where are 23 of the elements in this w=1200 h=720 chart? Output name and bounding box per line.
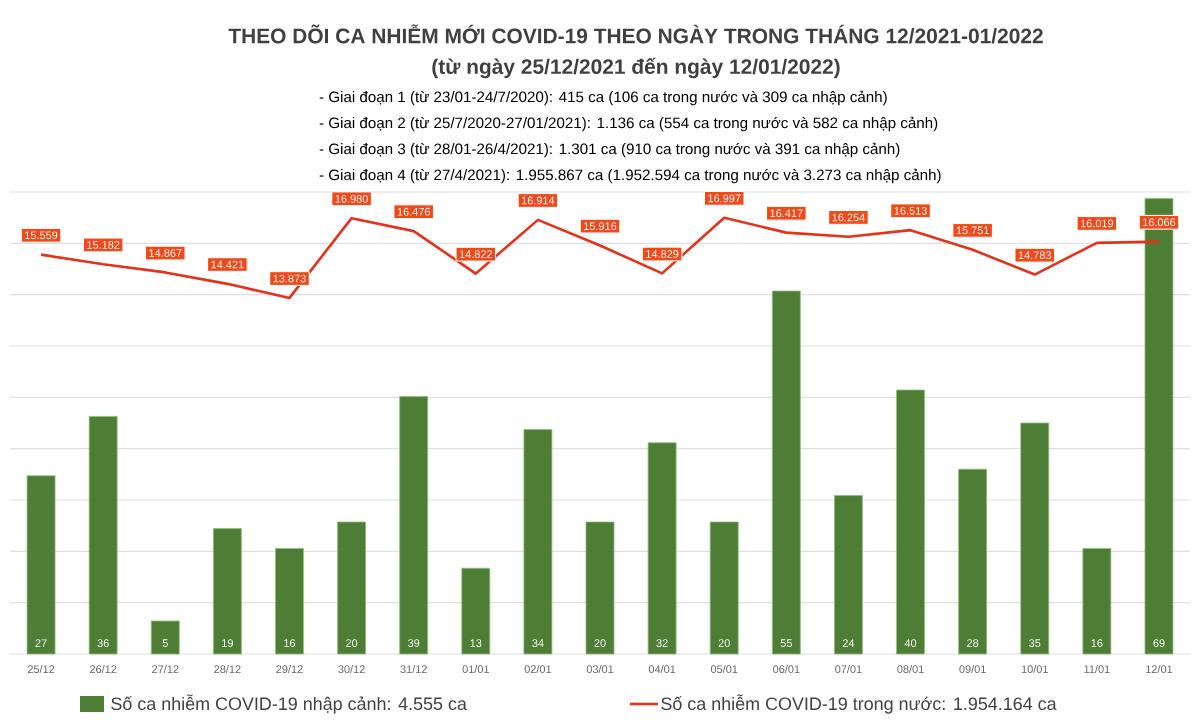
bar bbox=[399, 396, 429, 655]
bar bbox=[275, 548, 304, 655]
bar bbox=[647, 442, 677, 655]
legend-label: Số ca nhiễm COVID-19 nhập cảnh: 4.555 ca bbox=[111, 694, 467, 714]
bar bbox=[523, 429, 553, 655]
bar bbox=[1144, 198, 1174, 655]
bar bbox=[958, 468, 988, 655]
bar bbox=[461, 567, 491, 655]
bar bbox=[150, 620, 180, 655]
bar bbox=[212, 528, 242, 655]
bar bbox=[771, 290, 801, 655]
chart-title: THEO DÕI CA NHIỄM MỚI COVID-19 THEO NGÀY TRONG THÁNG 12/2021-01/2022 bbox=[228, 24, 1043, 44]
bar bbox=[88, 416, 118, 655]
bar bbox=[585, 521, 615, 655]
bar bbox=[337, 521, 366, 655]
bar bbox=[896, 389, 925, 655]
legend-label: Số ca nhiễm COVID-19 trong nước: 1.954.164 ca bbox=[661, 694, 1057, 714]
bar bbox=[26, 475, 56, 655]
bar bbox=[1020, 422, 1050, 655]
bar bbox=[1082, 548, 1112, 655]
bar bbox=[709, 521, 739, 655]
chart-subtitle: (từ ngày 25/12/2021 đến ngày 12/01/2022) bbox=[432, 57, 840, 79]
bar bbox=[834, 495, 863, 655]
